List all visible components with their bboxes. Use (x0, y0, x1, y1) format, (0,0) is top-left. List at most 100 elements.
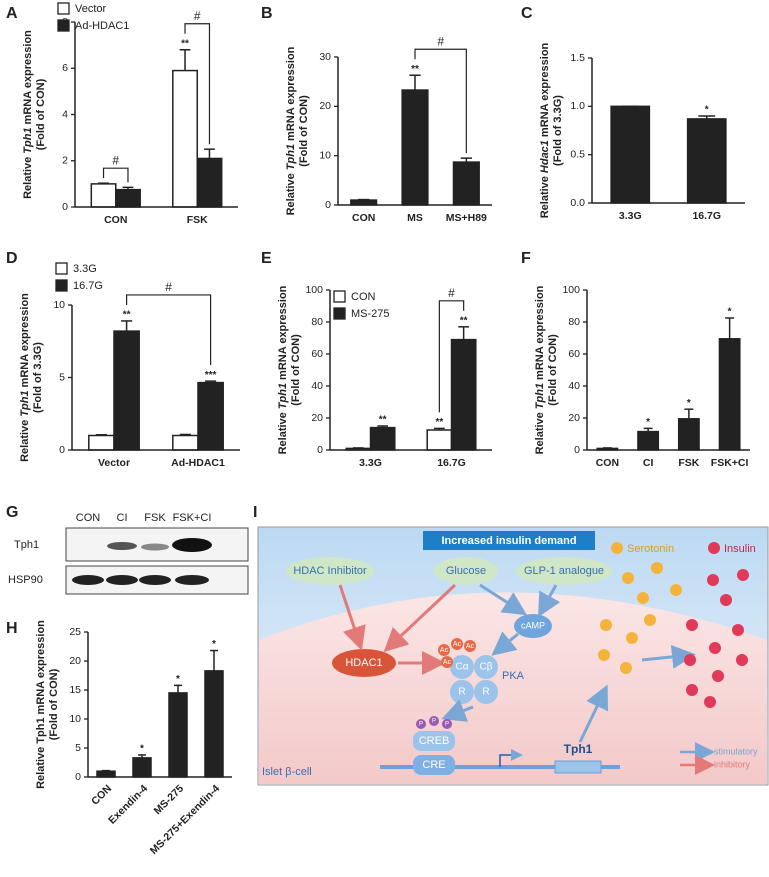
legend-label: stimulatory (714, 746, 758, 756)
acetyl-label: Ac (453, 641, 462, 648)
phospho-label: P (419, 722, 423, 728)
y-label-part: mRNA expression (35, 620, 47, 715)
banner-text: Increased insulin demand (441, 535, 576, 547)
x-tick-label: Ad-HDAC1 (171, 457, 225, 469)
x-tick-label: MS-275+Exendin-4 (148, 782, 222, 856)
panel-letter: H (6, 620, 18, 637)
significance: ** (181, 38, 189, 49)
node-label: GLP-1 analogue (524, 565, 604, 577)
y-tick-label: 5 (59, 371, 65, 383)
serotonin-key (611, 542, 623, 554)
bracket (438, 300, 465, 413)
node-label: HDAC Inhibitor (293, 565, 367, 577)
phospho (442, 719, 452, 729)
y-axis-label: Relative Tph1 mRNA expression (285, 46, 297, 215)
chart: F 0 20 40 60 80 100 * * * CON CI FSK FSK+CI Relative Tp… (521, 250, 750, 469)
y-tick-label: 40 (568, 380, 580, 392)
legend-swatch (55, 262, 68, 275)
y-tick-label: 0 (62, 201, 68, 213)
y-axis-unit: (Fold of 3.3G) (552, 95, 564, 166)
legend-label: CON (351, 291, 376, 303)
gene-box (554, 760, 602, 774)
y-axis-unit: (Fold of CON) (48, 668, 60, 740)
y-label-part: Relative (539, 176, 551, 218)
bracket-label: # (165, 280, 172, 294)
y-tick-label: 0 (325, 199, 331, 211)
node (516, 557, 612, 585)
cell-label: Islet β-cell (262, 766, 312, 778)
bar (718, 338, 741, 451)
subunit-label: R (482, 687, 489, 698)
significance: * (646, 417, 650, 428)
bracket (184, 23, 211, 145)
blot-panel: G CON CI FSK FSK+CI Tph1 HSP90 (6, 504, 249, 595)
bar (204, 670, 224, 778)
bar (637, 430, 660, 451)
y-label-gene: Tph1 (534, 383, 546, 409)
panel-letter: B (261, 5, 273, 22)
y-label-part: mRNA expression (285, 46, 297, 141)
y-axis-label: Relative Tph1 mRNA expression (277, 285, 289, 454)
diagram: I Increased insulin demand Serotonin Ins… (253, 504, 769, 786)
chart: E 0 20 40 60 80 100 ** ** ** 3.3G 16.7G # Relative Tph… (261, 250, 492, 469)
legend-swatch (333, 307, 346, 320)
y-axis-unit: (Fold of CON) (290, 334, 302, 406)
x-tick-label: 16.7G (692, 210, 721, 222)
legend-swatch (333, 290, 346, 303)
y-label-gene: Tph1 (35, 717, 47, 743)
serotonin-dots (598, 562, 682, 674)
significance: * (212, 639, 216, 650)
acetyl-label: Ac (440, 647, 449, 654)
significance: * (705, 105, 709, 116)
y-tick-label: 20 (311, 412, 323, 424)
y-label-part: mRNA expression (534, 285, 546, 380)
node-label: Glucose (446, 565, 486, 577)
phospho (429, 716, 439, 726)
chart: B 0 10 20 30 ** CON MS MS+H89 # Relative Tph1 mRNA e… (261, 5, 492, 224)
significance: ** (435, 417, 443, 428)
acetyl (464, 640, 476, 652)
y-tick-label: 10 (53, 299, 65, 311)
panel-letter: F (521, 250, 531, 267)
pka-subunit (450, 680, 474, 704)
y-label-gene: Tph1 (19, 390, 31, 416)
y-tick-label: 0 (59, 444, 65, 456)
x-tick-label: 3.3G (619, 210, 642, 222)
arrow (479, 583, 528, 616)
significance: *** (205, 370, 217, 381)
band (141, 543, 169, 551)
cre (413, 755, 455, 775)
y-tick-label: 60 (311, 348, 323, 360)
lane-label: FSK+CI (173, 512, 212, 524)
x-tick-label: CI (643, 457, 654, 469)
y-label-part: mRNA expression (539, 42, 551, 137)
y-axis-label: Relative Tph1 mRNA expression (534, 285, 546, 454)
y-label-part: mRNA expression (22, 30, 34, 125)
arrow (441, 699, 474, 722)
legend-swatch (57, 2, 70, 15)
node (434, 557, 498, 585)
bar (452, 161, 480, 206)
legend-swatch (55, 279, 68, 292)
serotonin-label: Serotonin (627, 543, 674, 555)
y-tick-label: 25 (69, 626, 81, 638)
band (72, 575, 104, 585)
band (139, 575, 171, 585)
x-tick-label: CON (89, 783, 114, 808)
y-tick-label: 4 (62, 108, 68, 120)
phospho-label: P (432, 719, 436, 725)
y-axis-label: Relative Tph1 mRNA expression (35, 620, 47, 789)
acetyl-label: Ac (466, 643, 475, 650)
arrow (491, 631, 519, 656)
significance: * (728, 307, 732, 318)
y-tick-label: 20 (319, 100, 331, 112)
y-label-part: Relative (277, 412, 289, 454)
bar (172, 434, 199, 451)
legend-label: Ad-HDAC1 (75, 20, 129, 32)
x-tick-label: 16.7G (437, 457, 466, 469)
bracket-label: # (448, 286, 455, 300)
row-label: Tph1 (14, 539, 39, 551)
significance: * (176, 674, 180, 685)
y-tick-label: 40 (311, 380, 323, 392)
